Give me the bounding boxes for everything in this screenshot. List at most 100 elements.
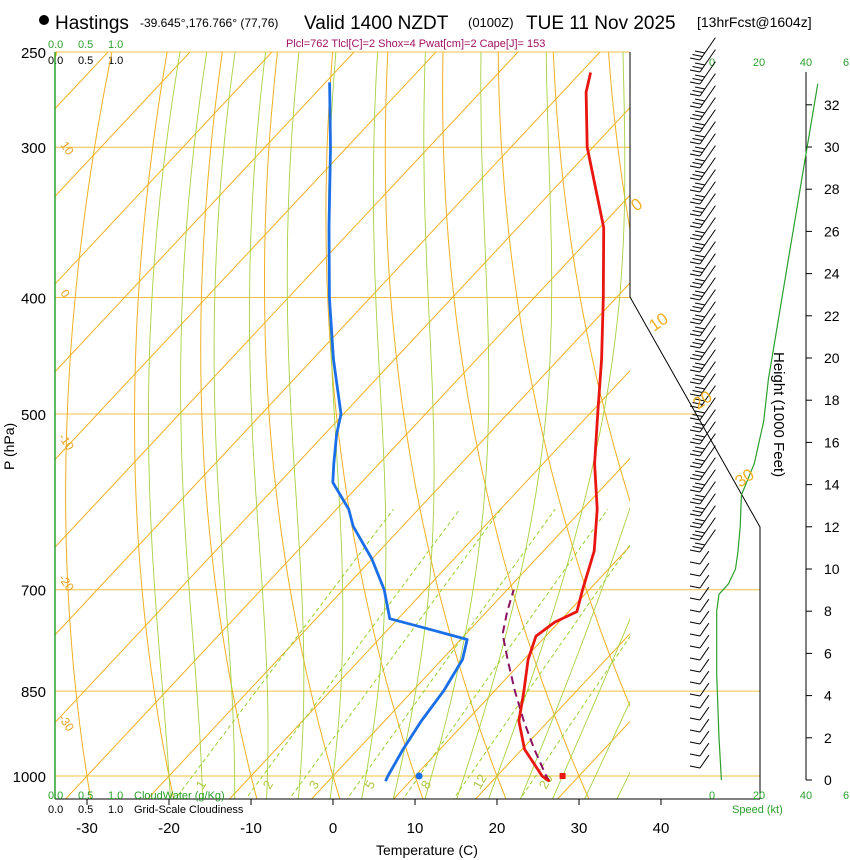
wind-barb — [689, 730, 710, 745]
mixing-ratio-line — [174, 508, 394, 799]
thermo-grid: 1 2 3 5 8 12 20 — [0, 0, 850, 802]
wind-speed-tick-label: 20 — [753, 57, 765, 69]
moist-adiabat-line — [456, 52, 553, 799]
pressure-tick-label: 1000 — [13, 769, 46, 786]
height-tick-label: 8 — [824, 603, 832, 619]
dry-adiabat-line — [384, 52, 507, 799]
wind-barb — [689, 598, 710, 613]
wind-barb — [689, 742, 710, 757]
wind-barb — [689, 754, 710, 769]
wind-barb — [689, 193, 716, 217]
station-coords: -39.645°,176.766° (77,76) — [140, 16, 278, 30]
moist-adiabat-line — [520, 506, 630, 799]
wind-barb — [689, 586, 710, 601]
isotherm-line — [55, 52, 519, 548]
legend-scale-label: 0.5 — [78, 55, 93, 67]
mixing-ratio-line — [453, 543, 630, 799]
wind-barb — [689, 421, 716, 445]
dry-adiabat-line — [55, 52, 58, 62]
moist-adiabat-line — [213, 52, 236, 799]
wind-barb — [689, 313, 716, 337]
wind-barb — [689, 133, 716, 157]
dry-adiabat-line — [552, 52, 630, 503]
wind-barb — [689, 121, 716, 145]
dry-adiabat-line — [656, 0, 850, 802]
wind-barb — [689, 253, 716, 277]
isotherm-label: 0 — [58, 287, 73, 301]
moist-adiabat-line — [361, 52, 387, 799]
isotherm-line — [55, 52, 601, 636]
wind-barb — [689, 718, 710, 733]
wind-barb — [689, 73, 716, 97]
height-tick-label: 10 — [824, 561, 840, 577]
dry-adiabat-line — [0, 0, 34, 802]
height-tick-label: 0 — [824, 772, 832, 788]
moist-adiabat-line — [248, 52, 269, 799]
temperature-tick-labels: -30 -20 -10 0 10 20 30 40 — [76, 799, 669, 837]
height-tick-label: 28 — [824, 181, 840, 197]
wind-speed-tick-label: 20 — [753, 790, 765, 802]
wind-barb — [689, 337, 716, 361]
wind-barb — [689, 217, 716, 241]
isotherm-line — [637, 0, 850, 802]
x-tick-label: 0 — [329, 820, 337, 837]
dry-adiabat-line — [264, 52, 341, 799]
mixing-ratio-line — [245, 508, 461, 799]
isotherm-line — [55, 52, 109, 110]
wind-barb — [689, 361, 716, 385]
wind-barb — [689, 49, 716, 73]
mixing-ratio-label: 20 — [536, 771, 556, 791]
height-axis-title: Height (1000 Feet) — [770, 352, 787, 477]
legend-scale-label: 0.0 — [48, 39, 63, 51]
wind-barb — [689, 373, 716, 397]
wind-barb — [689, 97, 716, 121]
legend-scale-label: 0.5 — [78, 804, 93, 816]
dry-adiabat-line — [65, 52, 113, 799]
isotherm-line — [310, 457, 630, 799]
profiles — [327, 72, 606, 783]
utc-time: (0100Z) — [468, 15, 514, 30]
mixing-ratio-line — [346, 508, 556, 799]
moist-adiabat-line — [424, 52, 490, 799]
isotherm-line — [55, 52, 191, 198]
height-tick-label: 32 — [824, 97, 840, 113]
plot-right-boundary — [629, 52, 761, 799]
legend-scale-label: 1.0 — [108, 790, 123, 802]
moist-adiabat-line — [180, 52, 208, 799]
wind-barb — [689, 694, 710, 709]
wind-barb — [689, 562, 710, 577]
pressure-tick-label: 400 — [21, 291, 46, 308]
legend-scale-label: 0.5 — [78, 39, 93, 51]
moist-adiabat-line — [552, 617, 630, 799]
pressure-tick-label: 250 — [21, 45, 46, 62]
wind-barb — [689, 61, 716, 85]
height-tick-label: 2 — [824, 730, 832, 746]
wind-barb — [689, 622, 710, 637]
isotherm-line — [474, 633, 630, 799]
isotherm-line — [55, 106, 630, 724]
isotherm-line — [64, 194, 630, 799]
wind-speed-tick-label: 40 — [800, 790, 812, 802]
isotherm-line — [0, 0, 53, 802]
wind-barb — [689, 181, 716, 205]
wind-barb — [689, 505, 716, 529]
wind-barb — [689, 289, 716, 313]
wind-speed-tick-label: 6 — [843, 57, 849, 69]
wind-barb — [689, 169, 716, 193]
cloud-water-legend: CloudWater (g/Kg) — [134, 790, 225, 802]
wind-barb — [689, 241, 716, 265]
isotherm-label: -20 — [56, 572, 78, 595]
moist-adiabat-line — [286, 52, 305, 799]
wind-barb — [689, 145, 716, 169]
wind-barb — [689, 682, 710, 697]
wind-barb — [689, 445, 716, 469]
wind-barb — [689, 634, 710, 649]
wind-barb — [689, 277, 716, 301]
wind-barb — [689, 301, 716, 325]
dry-adiabat-line — [200, 52, 258, 799]
moist-adiabat-line — [392, 52, 435, 799]
wind-barb — [689, 469, 716, 493]
parcel-profile-line — [501, 589, 551, 782]
x-tick-label: -20 — [158, 820, 180, 837]
wind-barb — [689, 409, 716, 433]
